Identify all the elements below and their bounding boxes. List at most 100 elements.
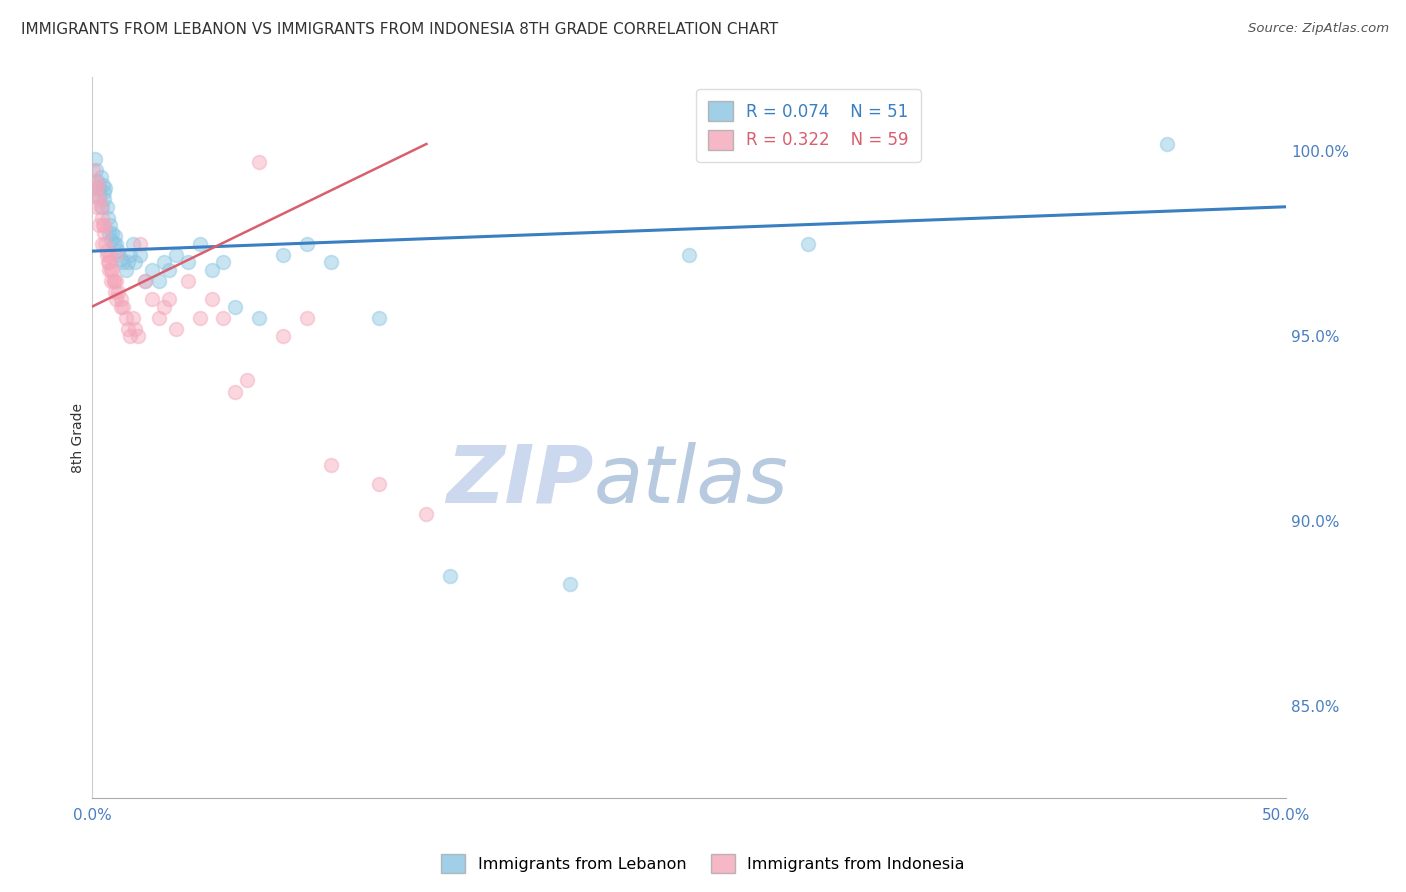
Point bbox=[110, 300, 132, 314]
Point bbox=[148, 310, 170, 325]
Point bbox=[97, 262, 120, 277]
Point bbox=[100, 233, 122, 247]
Point bbox=[98, 248, 121, 262]
Point bbox=[141, 262, 163, 277]
Point bbox=[86, 188, 108, 202]
Point bbox=[367, 477, 389, 491]
Point bbox=[117, 255, 139, 269]
Point bbox=[797, 236, 820, 251]
Legend: Immigrants from Lebanon, Immigrants from Indonesia: Immigrants from Lebanon, Immigrants from… bbox=[434, 847, 972, 880]
Point bbox=[90, 200, 112, 214]
Point bbox=[91, 178, 114, 192]
Point bbox=[124, 255, 146, 269]
Point bbox=[188, 310, 211, 325]
Point bbox=[100, 274, 122, 288]
Point bbox=[100, 262, 122, 277]
Point bbox=[98, 219, 121, 233]
Point bbox=[93, 219, 115, 233]
Point bbox=[367, 310, 389, 325]
Point bbox=[678, 248, 700, 262]
Point bbox=[114, 262, 136, 277]
Point bbox=[121, 310, 143, 325]
Point bbox=[104, 229, 127, 244]
Point bbox=[319, 458, 342, 473]
Point bbox=[236, 374, 259, 388]
Point bbox=[93, 193, 115, 207]
Point bbox=[200, 262, 222, 277]
Text: atlas: atlas bbox=[593, 442, 789, 520]
Point bbox=[157, 262, 180, 277]
Point bbox=[103, 274, 125, 288]
Point bbox=[89, 193, 111, 207]
Point bbox=[141, 292, 163, 306]
Point bbox=[90, 236, 112, 251]
Point bbox=[89, 181, 111, 195]
Point bbox=[105, 274, 128, 288]
Point bbox=[176, 255, 198, 269]
Point bbox=[86, 174, 108, 188]
Point bbox=[212, 310, 235, 325]
Point bbox=[82, 162, 104, 177]
Point bbox=[96, 200, 118, 214]
Point bbox=[121, 236, 143, 251]
Point bbox=[94, 236, 117, 251]
Point bbox=[153, 255, 176, 269]
Point bbox=[295, 310, 318, 325]
Point bbox=[87, 178, 110, 192]
Point bbox=[86, 200, 108, 214]
Point bbox=[97, 255, 120, 269]
Point bbox=[105, 248, 128, 262]
Point bbox=[87, 181, 110, 195]
Point bbox=[129, 248, 152, 262]
Point bbox=[114, 310, 136, 325]
Point bbox=[97, 226, 120, 240]
Point bbox=[90, 170, 112, 185]
Point bbox=[97, 255, 120, 269]
Point bbox=[103, 274, 125, 288]
Point bbox=[110, 292, 132, 306]
Point bbox=[271, 248, 294, 262]
Text: Source: ZipAtlas.com: Source: ZipAtlas.com bbox=[1249, 22, 1389, 36]
Point bbox=[83, 152, 105, 166]
Point bbox=[1156, 136, 1178, 151]
Legend: R = 0.074    N = 51, R = 0.322    N = 59: R = 0.074 N = 51, R = 0.322 N = 59 bbox=[696, 89, 921, 161]
Point bbox=[247, 155, 270, 169]
Point bbox=[90, 211, 112, 225]
Point bbox=[165, 322, 187, 336]
Point bbox=[117, 322, 139, 336]
Point bbox=[101, 262, 124, 277]
Point bbox=[104, 285, 127, 299]
Point bbox=[124, 322, 146, 336]
Point bbox=[295, 236, 318, 251]
Point bbox=[134, 274, 156, 288]
Point bbox=[91, 219, 114, 233]
Point bbox=[153, 300, 176, 314]
Point bbox=[112, 255, 135, 269]
Point bbox=[129, 236, 152, 251]
Point bbox=[84, 181, 107, 195]
Point bbox=[200, 292, 222, 306]
Point bbox=[415, 507, 437, 521]
Point bbox=[105, 236, 128, 251]
Point bbox=[212, 255, 235, 269]
Point bbox=[107, 244, 129, 259]
Point bbox=[89, 188, 111, 202]
Point bbox=[94, 181, 117, 195]
Point bbox=[110, 252, 132, 266]
Point bbox=[558, 576, 581, 591]
Point bbox=[224, 300, 246, 314]
Point bbox=[97, 211, 120, 225]
Text: ZIP: ZIP bbox=[446, 442, 593, 520]
Point bbox=[101, 226, 124, 240]
Point bbox=[93, 226, 115, 240]
Point bbox=[112, 300, 135, 314]
Point bbox=[439, 569, 461, 583]
Point bbox=[247, 310, 270, 325]
Point bbox=[271, 329, 294, 343]
Point bbox=[176, 274, 198, 288]
Point bbox=[105, 292, 128, 306]
Point bbox=[107, 285, 129, 299]
Point bbox=[90, 200, 112, 214]
Point bbox=[319, 255, 342, 269]
Point bbox=[96, 248, 118, 262]
